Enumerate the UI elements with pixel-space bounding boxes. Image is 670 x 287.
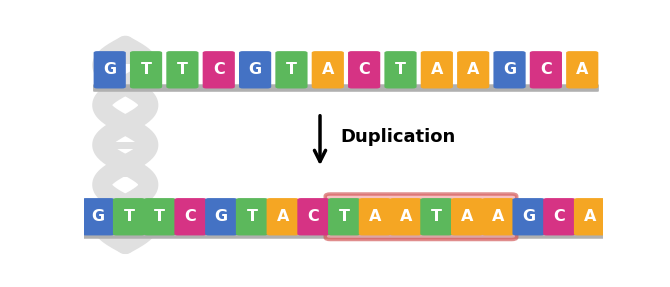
Text: A: A — [369, 209, 381, 224]
FancyBboxPatch shape — [82, 198, 115, 235]
FancyBboxPatch shape — [113, 198, 145, 235]
FancyBboxPatch shape — [389, 198, 421, 235]
Text: C: C — [185, 209, 196, 224]
FancyBboxPatch shape — [325, 194, 517, 240]
FancyBboxPatch shape — [166, 51, 198, 88]
Text: A: A — [431, 62, 443, 77]
FancyBboxPatch shape — [451, 198, 483, 235]
Text: A: A — [576, 62, 588, 77]
FancyBboxPatch shape — [328, 198, 360, 235]
FancyBboxPatch shape — [93, 84, 599, 92]
Text: C: C — [308, 209, 320, 224]
FancyBboxPatch shape — [566, 51, 598, 88]
FancyBboxPatch shape — [202, 51, 235, 88]
Text: G: G — [522, 209, 535, 224]
FancyBboxPatch shape — [275, 51, 308, 88]
FancyBboxPatch shape — [297, 198, 330, 235]
Text: T: T — [247, 209, 257, 224]
FancyBboxPatch shape — [143, 198, 176, 235]
Text: C: C — [358, 62, 370, 77]
FancyBboxPatch shape — [385, 51, 417, 88]
Text: T: T — [123, 209, 135, 224]
Text: G: G — [103, 62, 117, 77]
Text: G: G — [503, 62, 516, 77]
Text: G: G — [92, 209, 105, 224]
Text: A: A — [492, 209, 504, 224]
Text: A: A — [467, 62, 479, 77]
FancyBboxPatch shape — [513, 198, 545, 235]
FancyBboxPatch shape — [236, 198, 268, 235]
FancyBboxPatch shape — [130, 51, 162, 88]
FancyBboxPatch shape — [312, 51, 344, 88]
Text: A: A — [584, 209, 596, 224]
FancyBboxPatch shape — [239, 51, 271, 88]
FancyBboxPatch shape — [457, 51, 489, 88]
Text: A: A — [461, 209, 473, 224]
Text: G: G — [249, 62, 262, 77]
Text: Duplication: Duplication — [341, 128, 456, 146]
Text: T: T — [154, 209, 165, 224]
Text: G: G — [214, 209, 228, 224]
Text: T: T — [338, 209, 350, 224]
Text: T: T — [177, 62, 188, 77]
Text: T: T — [395, 62, 406, 77]
FancyBboxPatch shape — [94, 51, 126, 88]
Text: C: C — [553, 209, 565, 224]
Text: T: T — [141, 62, 151, 77]
Text: A: A — [399, 209, 412, 224]
FancyBboxPatch shape — [421, 51, 453, 88]
FancyBboxPatch shape — [420, 198, 452, 235]
FancyBboxPatch shape — [174, 198, 206, 235]
Text: A: A — [322, 62, 334, 77]
Text: C: C — [540, 62, 552, 77]
FancyBboxPatch shape — [543, 198, 576, 235]
FancyBboxPatch shape — [482, 198, 514, 235]
FancyBboxPatch shape — [493, 51, 526, 88]
Text: C: C — [213, 62, 224, 77]
FancyBboxPatch shape — [359, 198, 391, 235]
FancyBboxPatch shape — [267, 198, 299, 235]
FancyBboxPatch shape — [82, 231, 606, 239]
Text: T: T — [286, 62, 297, 77]
FancyBboxPatch shape — [530, 51, 562, 88]
FancyBboxPatch shape — [348, 51, 381, 88]
Text: T: T — [431, 209, 442, 224]
FancyBboxPatch shape — [205, 198, 237, 235]
Text: A: A — [277, 209, 289, 224]
FancyBboxPatch shape — [574, 198, 606, 235]
